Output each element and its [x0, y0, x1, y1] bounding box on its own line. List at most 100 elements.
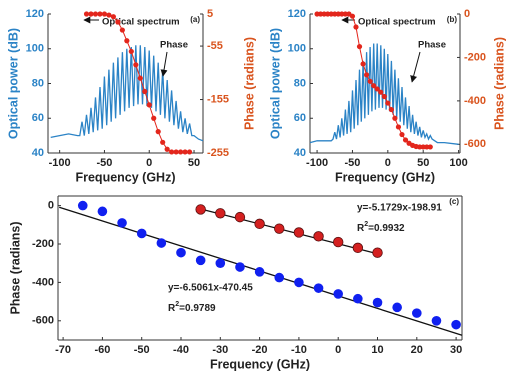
r2-symbol: R: [168, 303, 176, 314]
data-point: [313, 283, 324, 293]
y2-tick-label: -255: [207, 147, 229, 159]
y-tick-label: 40: [32, 147, 44, 159]
fit-equation: y=-5.1729x-198.91: [357, 203, 442, 214]
data-point: [97, 206, 108, 217]
fit-line: [200, 208, 378, 255]
y-tick-label: -200: [32, 238, 54, 250]
data-point: [451, 319, 461, 330]
phase-point: [151, 115, 157, 121]
phase-point: [115, 19, 121, 25]
r2-value: =0.9932: [368, 223, 405, 234]
phase-point: [374, 86, 380, 92]
data-point: [77, 200, 88, 211]
phase-point: [164, 146, 170, 152]
x-tick-label: 0: [385, 157, 391, 169]
data-point: [215, 258, 226, 269]
x-tick-label: -50: [344, 157, 360, 169]
data-point: [412, 308, 422, 318]
r2-superscript: 2: [175, 301, 179, 308]
data-point: [431, 316, 442, 326]
y-tick-label: 80: [294, 77, 306, 89]
phase-point: [142, 88, 148, 95]
y-axis-label: Phase (radians): [8, 221, 22, 314]
phase-point: [395, 124, 402, 130]
phase-point: [402, 137, 409, 143]
fit-r2: R2=0.9789: [168, 301, 216, 314]
data-point: [333, 289, 344, 299]
x-tick-label: -50: [96, 157, 112, 169]
y-tick-label: 40: [294, 147, 306, 159]
data-point: [372, 247, 383, 258]
phase-point: [155, 129, 161, 135]
data-point: [353, 293, 363, 304]
x-tick-label: -30: [212, 344, 228, 356]
fit-equation: y=-6.5061x-470.45: [168, 283, 253, 294]
annotation: Optical spectrum: [102, 17, 180, 28]
phase-point: [146, 102, 152, 108]
phase-point: [128, 48, 134, 55]
phase-point: [182, 149, 188, 155]
data-point: [254, 267, 265, 277]
phase-point: [88, 11, 94, 17]
x-tick-label: -100: [49, 157, 71, 169]
data-point: [136, 228, 147, 239]
data-point: [254, 218, 265, 230]
phase-point: [92, 11, 99, 17]
panel-label: (c): [449, 197, 459, 206]
phase-point: [106, 12, 112, 18]
annotation: Phase: [160, 40, 188, 51]
y2-tick-label: -400: [464, 95, 486, 107]
y-axis-label: Optical power (dB): [268, 28, 282, 139]
phase-point: [178, 149, 184, 155]
annotation-arrow: [160, 51, 168, 77]
y2-tick-label: -55: [207, 40, 223, 52]
y2-tick-label: 5: [207, 8, 213, 20]
y-tick-label: 60: [294, 112, 306, 124]
panel-label: (b): [447, 15, 458, 24]
data-point: [274, 272, 285, 283]
phase-point: [388, 106, 394, 113]
y2-tick-label: 0: [464, 8, 470, 20]
phase-point: [124, 38, 130, 44]
y-tick-label: 80: [32, 77, 44, 89]
x-tick-label: -60: [94, 344, 110, 356]
phase-point: [392, 115, 398, 121]
phase-point: [133, 62, 139, 68]
phase-point: [378, 89, 384, 95]
phase-point: [427, 144, 433, 150]
data-point: [176, 247, 186, 258]
x-tick-label: 30: [450, 344, 462, 356]
phase-point: [169, 149, 175, 155]
phase-point: [385, 100, 391, 106]
y2-tick-label: -600: [464, 138, 486, 150]
data-point: [215, 208, 226, 219]
phase-point: [160, 139, 166, 145]
data-point: [117, 218, 127, 228]
x-axis-label: Frequency (GHz): [210, 357, 310, 371]
x-tick-label: 10: [371, 344, 383, 356]
data-point: [156, 238, 167, 248]
data-point: [372, 297, 383, 308]
phase-point: [119, 27, 125, 33]
x-tick-label: -100: [306, 157, 328, 169]
phase-point: [381, 93, 387, 100]
y2-tick-label: -155: [207, 93, 229, 105]
phase-point: [97, 11, 103, 17]
data-point: [294, 277, 304, 288]
x-tick-label: 50: [188, 157, 200, 169]
annotation: Phase: [418, 40, 446, 51]
phase-point: [367, 78, 373, 84]
phase-point: [83, 11, 90, 17]
annotation: Optical spectrum: [358, 17, 436, 28]
y-tick-label: -400: [32, 276, 54, 288]
r2-value: =0.9789: [179, 303, 216, 314]
y-axis-label: Optical power (dB): [6, 28, 20, 139]
data-point: [352, 242, 364, 254]
y-tick-label: 0: [48, 200, 54, 212]
x-tick-label: -50: [134, 344, 150, 356]
phase-point: [353, 24, 359, 30]
data-point: [274, 223, 285, 234]
phase-point: [349, 13, 356, 19]
